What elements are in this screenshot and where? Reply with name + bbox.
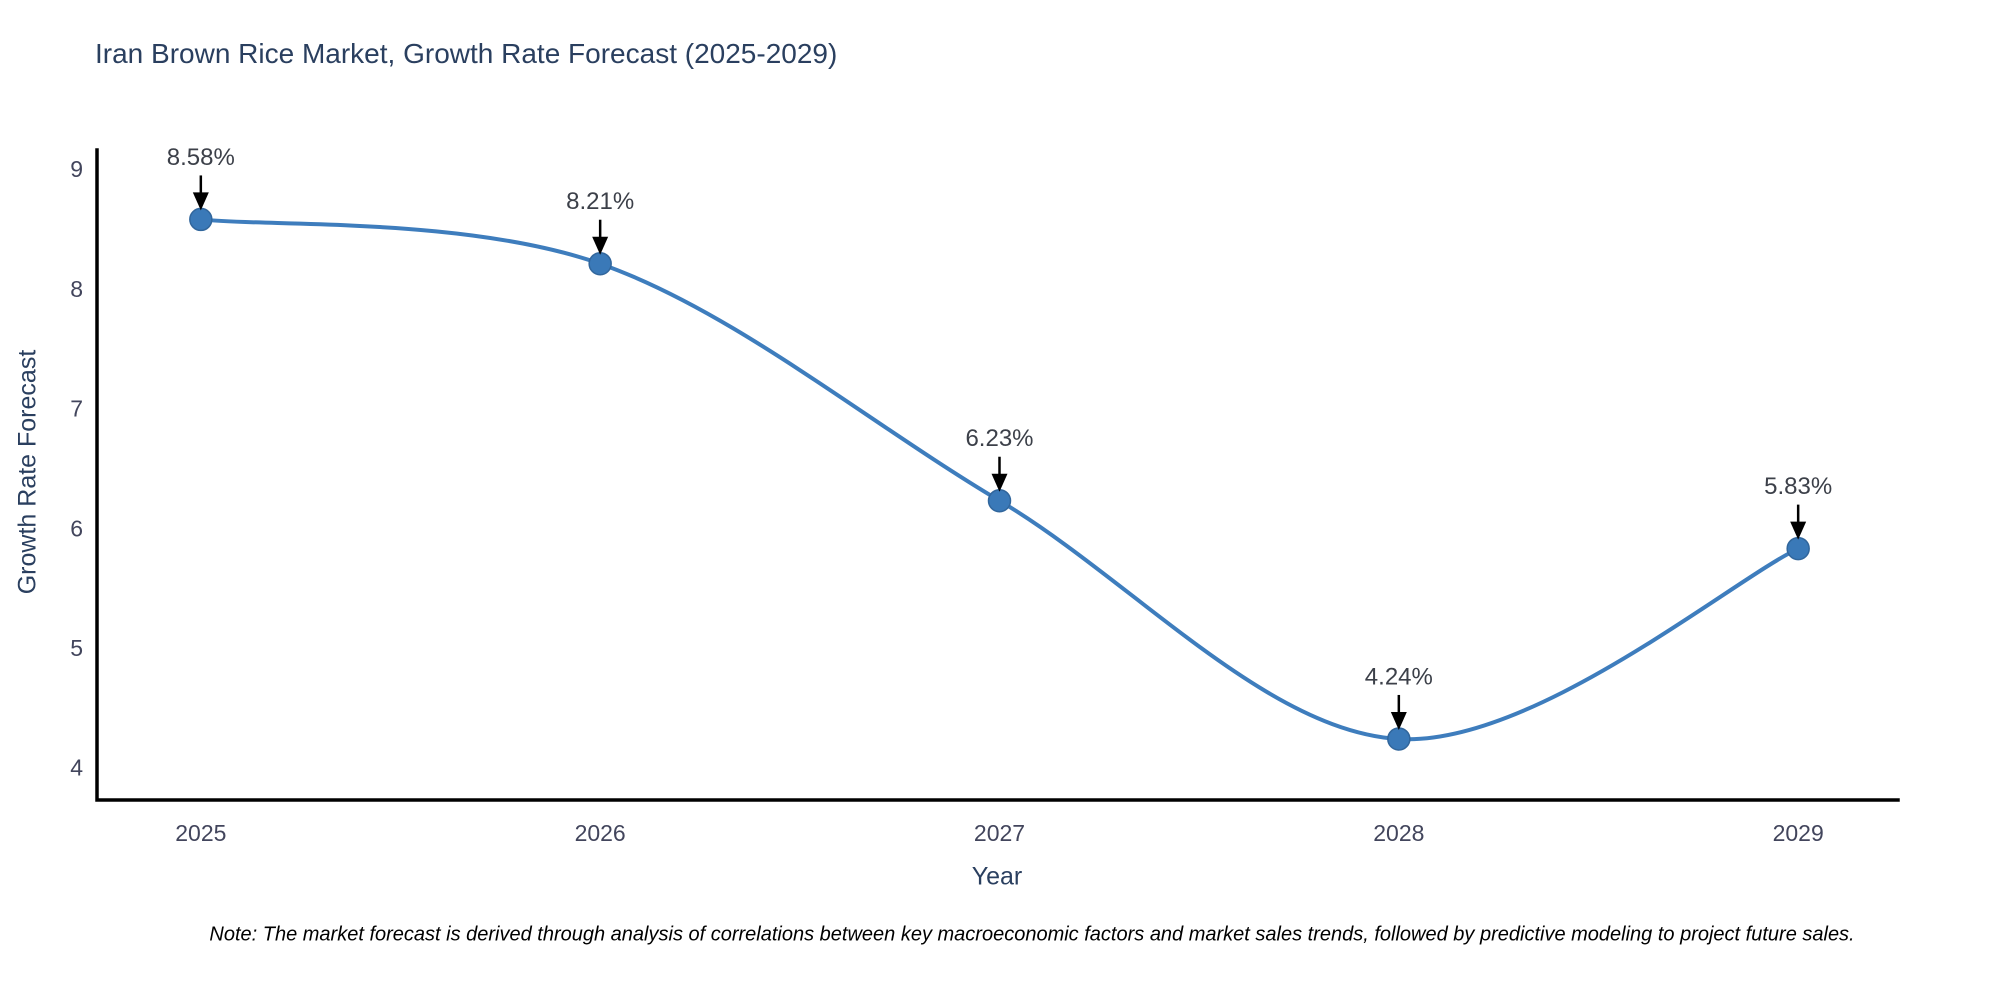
annotation-arrowhead-icon [592, 236, 609, 255]
annotation: 5.83% [1764, 473, 1832, 540]
y-axis-ticks: 4 5 6 7 8 9 [70, 156, 83, 781]
data-point-marker [189, 207, 213, 232]
x-tick-label: 2026 [575, 820, 626, 846]
y-tick-label: 7 [70, 396, 83, 422]
y-tick-label: 8 [70, 276, 83, 302]
annotation-label: 6.23% [965, 425, 1033, 452]
annotation-label: 5.83% [1764, 473, 1832, 500]
data-point-marker [1387, 727, 1411, 751]
annotation: 4.24% [1365, 663, 1433, 730]
annotation: 8.21% [566, 188, 634, 255]
annotations: 8.58% 8.21% 6.23% 4.24% 5.83% [167, 144, 1832, 730]
x-axis-ticks: 2025 2026 2027 2028 2029 [175, 820, 1824, 846]
x-tick-label: 2029 [1773, 820, 1824, 846]
annotation-arrowhead-icon [1790, 521, 1807, 540]
y-tick-label: 5 [70, 635, 83, 661]
x-axis-title: Year [971, 862, 1023, 891]
y-tick-label: 9 [70, 156, 83, 182]
data-point-marker [1786, 536, 1810, 561]
footnote: Note: The market forecast is derived thr… [209, 923, 1855, 946]
annotation-arrowhead-icon [991, 473, 1008, 492]
annotation: 8.58% [167, 144, 235, 211]
chart-title: Iran Brown Rice Market, Growth Rate Fore… [95, 38, 838, 69]
data-point-marker [987, 488, 1012, 513]
annotation-arrowhead-icon [1390, 711, 1407, 730]
axis-lines [95, 148, 1900, 802]
annotation: 6.23% [965, 425, 1034, 492]
x-tick-label: 2025 [175, 820, 226, 846]
x-tick-label: 2028 [1373, 820, 1424, 846]
annotation-label: 8.58% [167, 144, 235, 171]
annotation-label: 4.24% [1365, 663, 1433, 690]
x-tick-label: 2027 [974, 820, 1025, 846]
y-tick-label: 6 [70, 515, 83, 541]
y-tick-label: 4 [70, 755, 83, 781]
annotation-arrowhead-icon [192, 192, 209, 211]
annotation-label: 8.21% [566, 188, 634, 215]
data-point-marker [588, 251, 612, 276]
